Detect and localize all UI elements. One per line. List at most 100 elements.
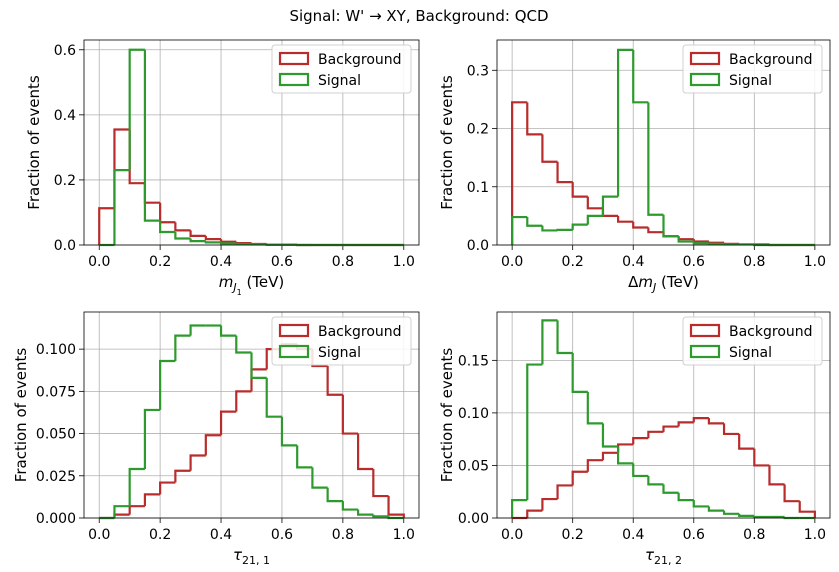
y-tick-label: 0.075 [36, 384, 76, 400]
histogram-step [677, 492, 694, 502]
histogram-step [143, 49, 161, 222]
histogram-step [526, 363, 543, 501]
histogram-step [189, 324, 206, 336]
x-axis-label-part: τ [233, 546, 243, 564]
legend-label: Signal [729, 73, 772, 89]
histogram-step [616, 446, 634, 465]
histogram-step [159, 220, 176, 234]
histogram-step [356, 433, 374, 471]
histogram-step [541, 497, 558, 511]
histogram-step [753, 515, 770, 519]
y-tick-label: 0.1 [467, 180, 489, 196]
histogram-step [616, 215, 634, 223]
y-tick-label: 0.100 [36, 342, 76, 358]
histogram-step [556, 484, 573, 500]
histogram-step [662, 425, 679, 432]
x-axis-label: τ21, 2 [645, 546, 682, 567]
x-tick-label: 0.0 [88, 527, 110, 543]
histogram-step [586, 196, 603, 210]
histogram-step [341, 394, 359, 435]
histogram-step [692, 500, 709, 508]
legend-label: Signal [729, 345, 772, 361]
y-axis-label: Fraction of events [438, 75, 456, 210]
histogram-step [647, 227, 664, 234]
histogram-step [662, 214, 679, 238]
histogram-step [143, 493, 161, 507]
histogram-step [113, 505, 130, 518]
y-tick-label: 0.0 [54, 238, 76, 254]
histogram-step [738, 513, 755, 517]
y-tick-label: 0.05 [458, 458, 489, 474]
histogram-step [783, 484, 800, 503]
x-tick-label: 0.4 [622, 527, 644, 543]
histogram-step [632, 437, 649, 445]
x-tick-label: 0.4 [622, 254, 644, 270]
legend-label: Background [729, 324, 813, 340]
y-axis-label: Fraction of events [438, 348, 456, 483]
histogram-step [174, 231, 191, 240]
histogram-step [235, 242, 252, 246]
legend-swatch [278, 51, 310, 66]
x-tick-label: 0.0 [88, 254, 110, 270]
histogram-step [692, 241, 709, 245]
histogram-step [174, 222, 191, 232]
y-tick-label: 0.000 [36, 511, 76, 527]
x-tick-label: 0.6 [271, 527, 293, 543]
histogram-step [707, 418, 725, 425]
legend-label: Background [729, 52, 813, 68]
histogram-step [586, 459, 603, 472]
histogram-step [526, 102, 543, 136]
histogram-step [526, 509, 543, 518]
x-axis-label-part: m [638, 273, 653, 291]
histogram-step [571, 352, 588, 393]
histogram-step [586, 214, 603, 225]
histogram-step [601, 423, 619, 448]
x-axis-label: ΔmJ (TeV) [628, 273, 699, 294]
y-tick-label: 0.4 [54, 108, 76, 124]
histogram-step [128, 48, 145, 171]
legend-swatch [689, 72, 721, 87]
legend-swatch [278, 323, 310, 338]
histogram-step [722, 423, 740, 436]
histogram-step [753, 448, 770, 467]
histogram-step [159, 481, 176, 495]
x-tick-label: 0.6 [683, 527, 705, 543]
legend-box [682, 316, 823, 366]
figure-title: Signal: W' → XY, Background: QCD [289, 7, 548, 25]
x-tick-label: 0.2 [149, 527, 171, 543]
axes-frame [496, 311, 831, 519]
histogram-step [159, 359, 176, 410]
x-axis-label-part: 1 [237, 288, 242, 297]
x-axis-label: τ21, 1 [233, 546, 270, 567]
y-tick-label: 0.00 [458, 511, 489, 527]
histogram-step [798, 501, 816, 518]
histogram-step [601, 195, 619, 216]
histogram-step [586, 391, 603, 425]
histogram-step [250, 352, 267, 379]
histogram-step [768, 465, 785, 486]
y-tick-label: 0.6 [54, 43, 76, 59]
histogram-step [235, 390, 252, 412]
histogram-step [511, 101, 528, 245]
histogram-step [571, 182, 588, 198]
histogram-step [235, 335, 252, 354]
x-axis-label-part: m [219, 273, 234, 291]
histogram-step [707, 242, 725, 245]
x-axis-label-part: (TeV) [656, 273, 699, 291]
x-tick-label: 1.0 [804, 527, 826, 543]
x-tick-label: 0.8 [743, 527, 765, 543]
legend-swatch [689, 51, 721, 66]
histogram-step [541, 225, 558, 232]
axes-frame [83, 311, 420, 519]
y-tick-label: 0.2 [54, 173, 76, 189]
histogram-step [662, 484, 679, 494]
histogram-step [677, 236, 694, 243]
histogram-step [341, 501, 359, 511]
histogram-step [372, 469, 389, 498]
legend-label: Signal [318, 345, 361, 361]
histogram-step [189, 230, 206, 237]
histogram-step [387, 496, 405, 518]
y-tick-label: 0.10 [458, 406, 489, 422]
x-axis-label-part: Δ [628, 273, 639, 291]
histogram-step [677, 421, 694, 427]
